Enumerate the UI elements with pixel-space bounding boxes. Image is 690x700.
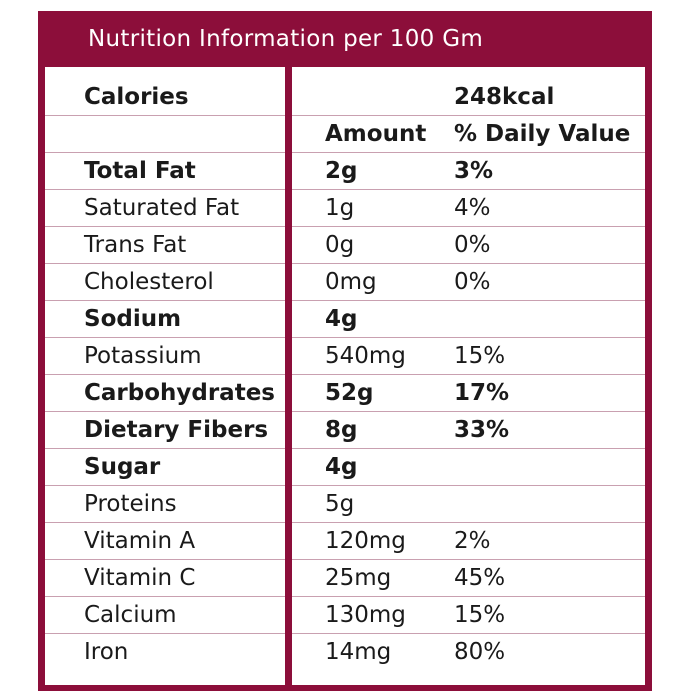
- row-divider: [45, 596, 645, 597]
- nutrient-name: Sugar: [84, 454, 161, 480]
- nutrient-daily-value: 0%: [454, 232, 491, 258]
- row-divider: [45, 115, 645, 116]
- table-row: Sugar 4g: [45, 449, 645, 486]
- nutrient-name: Carbohydrates: [84, 380, 275, 406]
- table-row: Carbohydrates 52g 17%: [45, 375, 645, 412]
- table-row: Iron 14mg 80%: [45, 634, 645, 671]
- calories-label: Calories: [84, 84, 189, 110]
- nutrient-name: Iron: [84, 639, 129, 665]
- nutrient-name: Trans Fat: [84, 232, 187, 258]
- row-divider: [45, 633, 645, 634]
- nutrient-amount: 5g: [325, 491, 355, 517]
- nutrient-amount: 4g: [325, 306, 358, 332]
- nutrient-name: Cholesterol: [84, 269, 214, 295]
- panel-title: Nutrition Information per 100 Gm: [88, 26, 484, 52]
- nutrient-amount: 8g: [325, 417, 358, 443]
- table-row: Total Fat 2g 3%: [45, 153, 645, 190]
- table-row: Cholesterol 0mg 0%: [45, 264, 645, 301]
- row-divider: [45, 152, 645, 153]
- nutrient-amount: 14mg: [325, 639, 392, 665]
- nutrient-name: Calcium: [84, 602, 177, 628]
- calories-value: 248kcal: [454, 84, 555, 110]
- row-divider: [45, 263, 645, 264]
- row-divider: [45, 448, 645, 449]
- calories-row: Calories 248kcal: [45, 79, 645, 116]
- row-divider: [45, 411, 645, 412]
- nutrient-amount: 130mg: [325, 602, 406, 628]
- nutrient-daily-value: 15%: [454, 602, 506, 628]
- row-divider: [45, 337, 645, 338]
- row-divider: [45, 559, 645, 560]
- table-row: Proteins 5g: [45, 486, 645, 523]
- nutrient-daily-value: 33%: [454, 417, 510, 443]
- nutrient-amount: 52g: [325, 380, 374, 406]
- nutrient-daily-value: 17%: [454, 380, 510, 406]
- row-divider: [45, 374, 645, 375]
- nutrient-daily-value: 0%: [454, 269, 491, 295]
- nutrient-amount: 1g: [325, 195, 355, 221]
- nutrient-amount: 0g: [325, 232, 355, 258]
- nutrient-name: Proteins: [84, 491, 177, 517]
- nutrient-name: Saturated Fat: [84, 195, 240, 221]
- nutrient-amount: 2g: [325, 158, 358, 184]
- nutrient-amount: 540mg: [325, 343, 406, 369]
- table-row: Potassium 540mg 15%: [45, 338, 645, 375]
- row-divider: [45, 485, 645, 486]
- nutrient-name: Dietary Fibers: [84, 417, 269, 443]
- column-divider: [285, 67, 292, 685]
- nutrient-name: Vitamin A: [84, 528, 196, 554]
- table-row: Sodium 4g: [45, 301, 645, 338]
- nutrient-name: Potassium: [84, 343, 202, 369]
- nutrient-amount: 25mg: [325, 565, 392, 591]
- nutrient-amount: 120mg: [325, 528, 406, 554]
- column-header-row: Amount % Daily Value: [45, 116, 645, 153]
- nutrient-daily-value: 3%: [454, 158, 494, 184]
- row-divider: [45, 300, 645, 301]
- row-divider: [45, 189, 645, 190]
- nutrient-daily-value: 80%: [454, 639, 506, 665]
- table-row: Calcium 130mg 15%: [45, 597, 645, 634]
- nutrient-amount: 0mg: [325, 269, 377, 295]
- table-row: Dietary Fibers 8g 33%: [45, 412, 645, 449]
- nutrition-panel: Nutrition Information per 100 Gm Calorie…: [38, 11, 652, 691]
- nutrient-name: Sodium: [84, 306, 182, 332]
- nutrient-name: Total Fat: [84, 158, 196, 184]
- nutrient-daily-value: 2%: [454, 528, 491, 554]
- table-row: Trans Fat 0g 0%: [45, 227, 645, 264]
- table-row: Saturated Fat 1g 4%: [45, 190, 645, 227]
- row-divider: [45, 522, 645, 523]
- nutrition-table: Calories 248kcal Amount % Daily Value To…: [45, 67, 645, 685]
- amount-header: Amount: [325, 121, 427, 147]
- nutrient-amount: 4g: [325, 454, 358, 480]
- table-row: Vitamin A 120mg 2%: [45, 523, 645, 560]
- row-divider: [45, 226, 645, 227]
- table-row: Vitamin C 25mg 45%: [45, 560, 645, 597]
- nutrient-name: Vitamin C: [84, 565, 196, 591]
- daily-value-header: % Daily Value: [454, 121, 631, 147]
- nutrient-daily-value: 4%: [454, 195, 491, 221]
- nutrient-daily-value: 15%: [454, 343, 506, 369]
- nutrient-daily-value: 45%: [454, 565, 506, 591]
